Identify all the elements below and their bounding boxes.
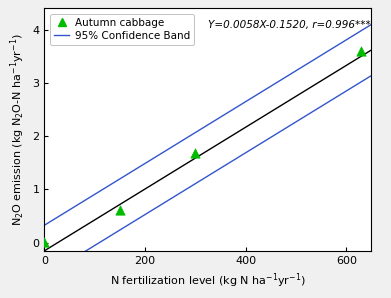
X-axis label: N fertilization level (kg N ha$^{-1}$yr$^{-1}$): N fertilization level (kg N ha$^{-1}$yr$… <box>110 271 306 290</box>
Y-axis label: N$_{2}$O emission (kg N$_{2}$O-N ha$^{-1}$yr$^{-1}$): N$_{2}$O emission (kg N$_{2}$O-N ha$^{-1… <box>8 33 27 226</box>
Point <box>192 151 199 156</box>
Text: Y=0.0058X-0.1520, r=0.996***: Y=0.0058X-0.1520, r=0.996*** <box>208 21 371 30</box>
Point <box>358 49 364 53</box>
Point <box>41 239 48 244</box>
Point <box>117 207 123 212</box>
Legend: Autumn cabbage, 95% Confidence Band: Autumn cabbage, 95% Confidence Band <box>50 13 194 45</box>
